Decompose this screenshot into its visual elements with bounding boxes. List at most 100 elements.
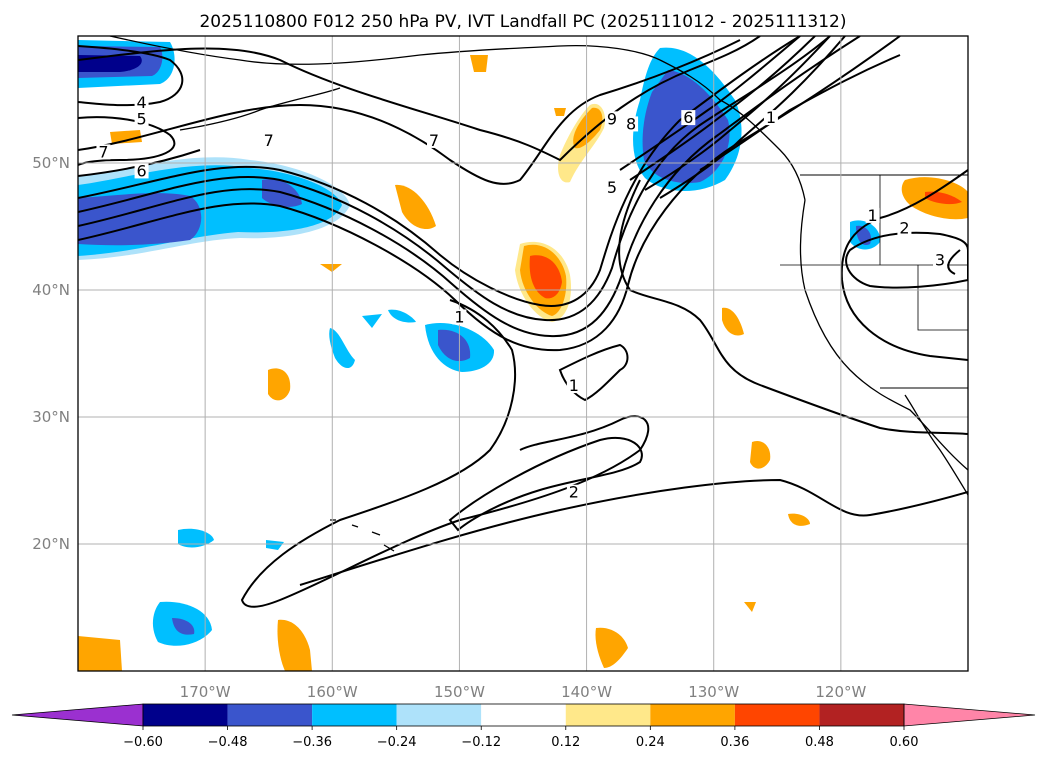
contour-label: 1 [569,376,579,395]
ivt-contour-2 [78,36,831,322]
coastline-us-west [799,199,968,471]
lon-tick-label: 120°W [815,683,866,701]
coastline-baja [904,394,968,496]
ivt-contour-outer-1 [78,36,761,162]
contour-label: 1 [868,206,878,225]
ivt-contour-ridge-3 [644,36,831,191]
ivt-contour-3 [78,36,861,338]
pv-fill-sub-core [438,329,471,362]
contour-label-bg [96,144,111,160]
colorbar-tick-label: −0.48 [208,735,248,750]
contour-label-bg [897,220,912,236]
contour-label-bg [605,179,619,195]
contour-label: 3 [935,250,945,269]
coastline-aleutians [179,87,341,131]
ivt-contour-1 [78,36,801,307]
colorbar-extend-min [11,703,144,727]
pv-fill-small-3 [388,309,416,323]
pv-fill-sw-core [172,618,195,635]
ivt-contour-2b [299,478,968,586]
pv-fill-pos-1 [395,184,436,230]
contour-label: 2 [569,483,579,502]
chart-title: 2025110800 F012 250 hPa PV, IVT Landfall… [199,12,846,32]
ivt-contour-1a [240,299,650,608]
lon-tick-label: 150°W [434,683,485,701]
pv-fill-pos-11 [110,130,142,144]
contour-label-bg [763,110,778,126]
contour-label-bg [566,484,581,500]
colorbar-segment [565,704,651,726]
ivt-contour-ridge-4 [659,36,846,199]
ivt-contour-4 [78,36,901,352]
latitude-axis: 20°N 30°N 40°N 50°N [32,154,70,553]
longitude-axis: 170°W 160°W 150°W 140°W 130°W 120°W [180,683,867,701]
contour-label: 8 [626,114,636,133]
colorbar-segment [819,704,904,726]
lon-tick-label: 140°W [561,683,612,701]
colorbar-segment [396,704,482,726]
colorbar-tick-label: 0.48 [805,735,834,750]
colorbar-segment [227,704,313,726]
lat-tick-label: 50°N [32,154,70,172]
map-frame [77,35,969,672]
colorbar-tick-label: 0.12 [551,735,580,750]
contour-label: 1 [454,307,464,326]
contour-label-bg [261,132,276,148]
ivt-contour-6 [78,116,176,166]
colorbar-segment [312,704,397,726]
contour-label-bg [134,111,149,127]
ivt-contour-2a [448,436,643,532]
lat-tick-label: 40°N [32,281,70,299]
colorbar-tick-label: −0.24 [377,735,417,750]
contour-label-bg [134,163,149,179]
contour-label: 9 [607,109,617,128]
hawaii-islands [330,519,395,552]
ivt-contour-ridge-2 [629,36,816,181]
lon-tick-label: 170°W [180,683,231,701]
contour-label: 5 [136,109,146,128]
pv-fill-small-1 [329,328,355,369]
pv-fill-pos-10 [320,264,342,272]
contour-label-bg [452,309,467,325]
contour-label-bg [134,94,149,110]
ivt-contour-ridge-1 [619,36,801,171]
contour-label-bg [681,110,696,126]
colorbar-frame [142,703,905,727]
contour-label: 2 [899,219,909,238]
colorbar-tick-label: 0.60 [890,735,919,750]
pv-fill-pos-2 [470,55,488,72]
pv-fill-small-5 [266,540,284,550]
pv-fill-pos-goa-mid [573,107,603,149]
contour-label-bg [624,116,639,132]
pv-fill-pos-6 [78,636,122,671]
pv-fill-pos-12 [554,108,566,116]
pv-fill-small-2 [362,314,382,328]
contour-label: 5 [607,178,617,197]
ivt-contour-lines [78,36,968,608]
lat-tick-label: 30°N [32,408,70,426]
ivt-contour-outer-2 [78,39,741,185]
lat-tick-label: 20°N [32,535,70,553]
ivt-contour-5 [78,45,184,107]
ivt-contour-ridge-5 [699,54,901,171]
pv-fill-pos-9 [788,513,810,526]
colorbar-extend-max [903,703,1036,727]
contour-label-bg [933,252,948,268]
colorbar-tick-label: −0.60 [123,735,163,750]
contour-label: 7 [98,142,108,161]
pv-fill-pos-8 [722,307,744,336]
colorbar-tick-label: 0.36 [720,735,749,750]
pv-fill-pos-5 [595,627,628,668]
contour-label-bg [605,111,619,127]
colorbar-segment [481,704,566,726]
contour-label-bg [427,132,441,148]
contour-label: 1 [766,108,776,127]
pv-fill-pos-3 [268,368,291,401]
colorbar-segment [143,704,228,726]
pv-fill-pos-trough-core [529,255,562,299]
pv-fill-pos-7 [750,440,771,469]
pv-fill-nw-deep [78,55,142,72]
pv-fill-pos-plains-core [925,191,962,205]
pv-fill-pos-13 [744,602,756,612]
